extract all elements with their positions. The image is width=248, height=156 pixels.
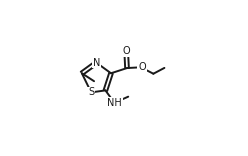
Text: S: S xyxy=(88,87,94,97)
Text: N: N xyxy=(93,58,100,68)
Text: O: O xyxy=(123,46,130,56)
Text: O: O xyxy=(138,62,146,72)
Text: NH: NH xyxy=(107,98,122,108)
